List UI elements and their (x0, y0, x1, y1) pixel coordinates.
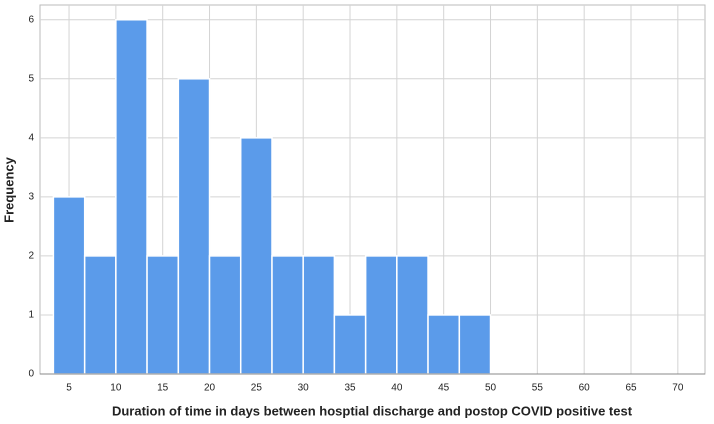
bar (458, 314, 492, 375)
y-tick-label: 5 (28, 73, 34, 84)
x-tick-label: 70 (672, 383, 684, 394)
y-tick-label: 4 (28, 132, 34, 143)
bar (52, 196, 86, 375)
bar (83, 255, 117, 375)
y-tick-label: 0 (28, 369, 34, 380)
bar (396, 255, 429, 375)
x-tick-label: 25 (251, 383, 263, 394)
bar (271, 255, 304, 375)
x-tick-label: 60 (579, 383, 591, 394)
y-tick-label: 2 (28, 251, 34, 262)
bar (333, 314, 367, 375)
x-tick-label: 35 (344, 383, 356, 394)
x-tick-label: 40 (391, 383, 403, 394)
y-tick-label: 6 (28, 14, 34, 25)
x-tick-label: 5 (66, 383, 72, 394)
y-tick-label: 3 (28, 192, 34, 203)
x-tick-label: 15 (157, 383, 169, 394)
bar (364, 255, 398, 375)
x-tick-label: 20 (204, 383, 216, 394)
bar (427, 314, 461, 375)
x-tick-label: 55 (532, 383, 544, 394)
x-axis-title: Duration of time in days between hosptia… (112, 403, 633, 418)
x-tick-label: 50 (485, 383, 497, 394)
bar (208, 255, 242, 375)
x-tick-label: 65 (625, 383, 637, 394)
x-tick-label: 30 (298, 383, 310, 394)
bar (302, 255, 336, 375)
y-axis-title: Frequency (1, 156, 16, 223)
y-tick-label: 1 (28, 310, 34, 321)
x-tick-label: 10 (110, 383, 122, 394)
bar (177, 78, 211, 375)
bar (239, 137, 273, 375)
x-tick-label: 45 (438, 383, 450, 394)
bar (115, 19, 148, 375)
bar (146, 255, 180, 375)
